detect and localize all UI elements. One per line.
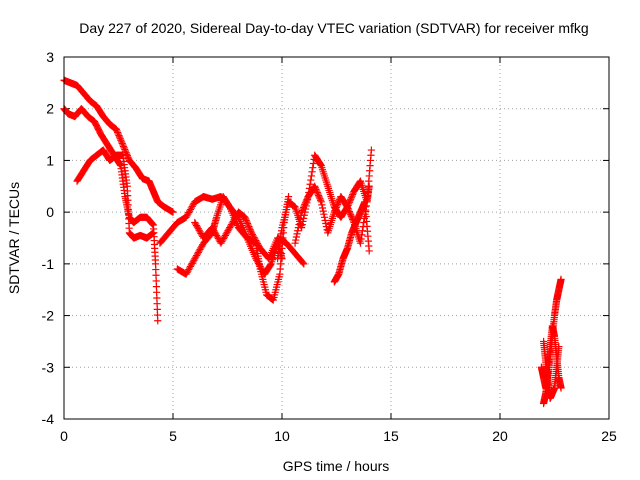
series-sat-track-12	[540, 337, 563, 402]
data-point	[319, 207, 327, 215]
x-tick-label: 5	[169, 428, 177, 444]
y-tick-label: 3	[46, 49, 54, 65]
data-point	[152, 277, 160, 285]
y-axis-label: SDTVAR / TECUs	[6, 182, 22, 294]
data-point	[149, 229, 157, 237]
data-point	[367, 146, 375, 154]
data-point	[309, 159, 317, 168]
series-sat-track-1	[60, 76, 177, 216]
data-point	[309, 164, 317, 172]
series-sat-track-9	[330, 198, 373, 286]
x-tick-label: 20	[492, 428, 508, 444]
data-point	[153, 311, 162, 319]
data-point	[304, 193, 312, 201]
x-tick-label: 10	[274, 428, 290, 444]
data-point	[292, 236, 300, 244]
y-tick-label: 0	[46, 204, 54, 220]
data-point	[169, 208, 177, 216]
series-sat-track-2	[60, 105, 162, 325]
data-point	[357, 235, 365, 243]
data-point	[153, 294, 161, 302]
data-point	[297, 211, 305, 219]
data-point	[149, 220, 157, 228]
data-point	[291, 239, 299, 247]
data-point	[296, 217, 304, 226]
data-point	[294, 227, 302, 235]
axis-ticks: 0 5 10 15 20 25 -4 -3 -2 -1 0 1 2 3	[42, 49, 617, 444]
y-tick-label: -4	[42, 411, 55, 427]
chart-title: Day 227 of 2020, Sidereal Day-to-day VTE…	[79, 20, 588, 36]
data-point	[316, 160, 325, 169]
data-point	[293, 230, 301, 238]
data-point	[318, 201, 326, 209]
data-point	[266, 261, 275, 269]
data-points	[60, 76, 565, 408]
data-point	[306, 180, 314, 188]
data-point	[365, 247, 373, 255]
y-tick-label: 1	[46, 152, 54, 168]
data-point	[305, 184, 314, 192]
data-point	[300, 260, 308, 268]
data-point	[153, 300, 161, 308]
data-point	[152, 271, 160, 279]
y-tick-label: -2	[42, 308, 55, 324]
data-point	[317, 198, 325, 206]
data-point	[356, 239, 365, 247]
y-tick-label: 2	[46, 101, 54, 117]
series-sat-track-3	[73, 146, 157, 242]
data-point	[299, 259, 307, 267]
data-point	[153, 288, 161, 296]
series-sat-track-8	[291, 151, 373, 247]
data-point	[320, 210, 328, 218]
x-tick-label: 25	[601, 428, 617, 444]
data-point	[557, 384, 565, 392]
data-point	[292, 233, 300, 241]
plot-frame	[63, 56, 610, 420]
data-point	[295, 220, 303, 229]
data-point	[322, 219, 330, 228]
data-point	[152, 283, 161, 291]
data-point	[358, 231, 366, 239]
data-point	[307, 172, 316, 180]
data-point	[318, 204, 327, 212]
data-point	[153, 305, 161, 313]
data-point	[555, 343, 563, 351]
y-tick-label: -3	[42, 359, 55, 375]
data-point	[557, 275, 565, 283]
x-tick-label: 0	[60, 428, 68, 444]
data-point	[307, 176, 315, 184]
y-tick-label: -1	[42, 256, 55, 272]
data-point	[308, 168, 316, 176]
x-tick-label: 15	[383, 428, 399, 444]
data-point	[305, 188, 313, 197]
data-point	[296, 214, 304, 222]
data-point	[152, 265, 160, 274]
data-point	[320, 213, 329, 221]
data-point	[154, 317, 162, 325]
x-axis-label: GPS time / hours	[283, 458, 390, 474]
data-point	[294, 224, 302, 232]
data-point	[360, 218, 368, 227]
data-point	[365, 182, 373, 190]
data-point	[321, 216, 329, 225]
data-point	[151, 260, 160, 268]
series-sat-track-6	[191, 208, 308, 268]
